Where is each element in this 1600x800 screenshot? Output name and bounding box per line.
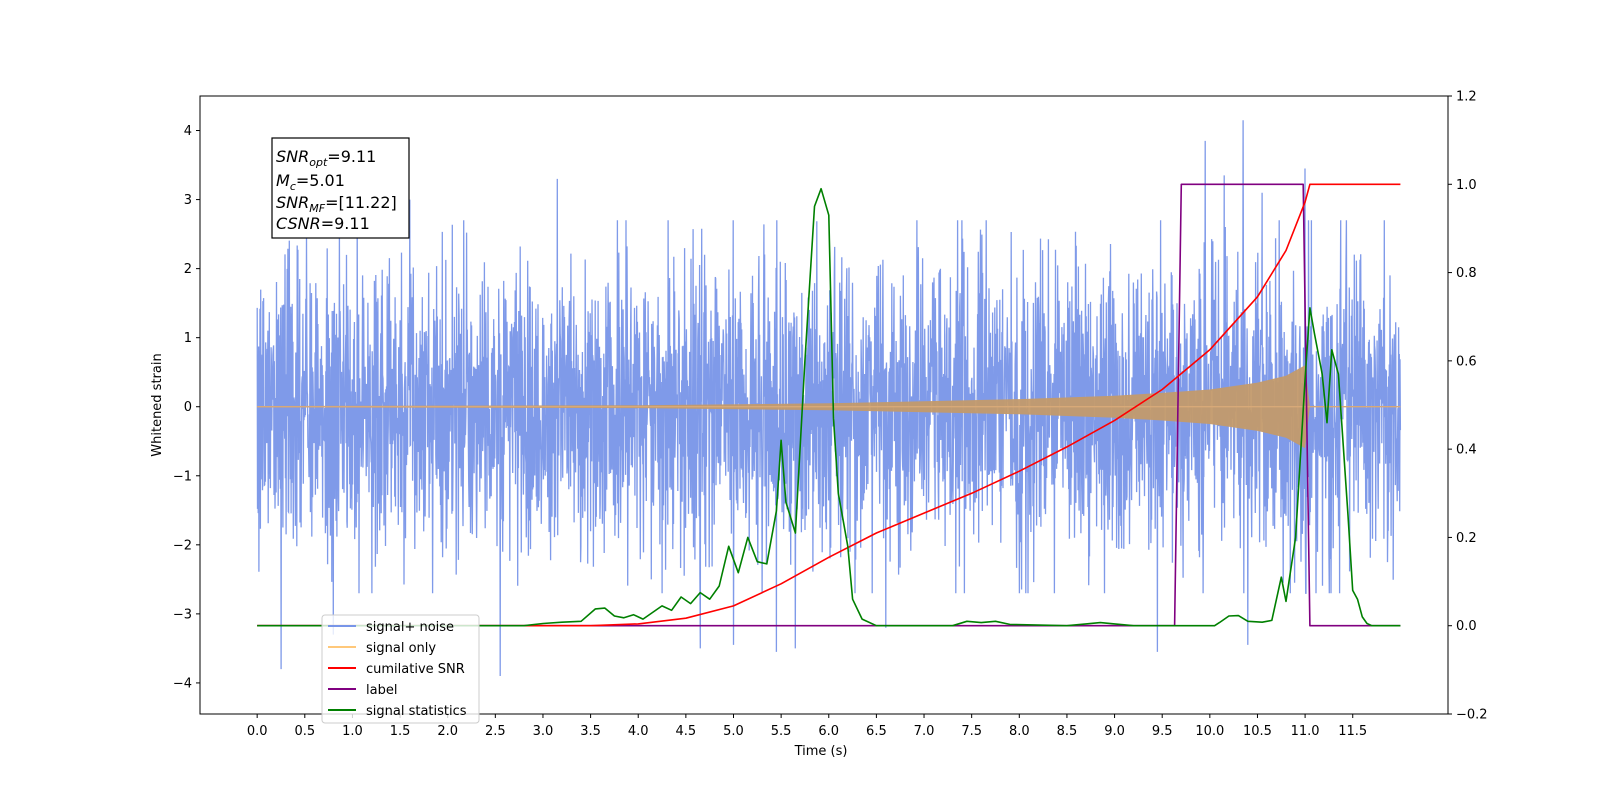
x-tick-label-6-5: 6.5 <box>866 724 887 739</box>
y-left-tick-label-3: 3 <box>184 193 192 208</box>
y-right-tick-label-0-2: −0.2 <box>1456 708 1488 723</box>
annotation-mc-sub: c <box>290 180 296 193</box>
x-tick-label-6-0: 6.0 <box>818 724 839 739</box>
annotation-box: SNRopt=9.11 Mc=5.01 SNRMF=[11.22] CSNR=9… <box>271 137 410 239</box>
x-tick-label-8-5: 8.5 <box>1057 724 1078 739</box>
annotation-line-mc: Mc=5.01 <box>276 171 345 193</box>
y-right-tick-label-0-6: 0.6 <box>1456 354 1477 369</box>
legend-frame <box>321 614 480 724</box>
x-tick-label-9-0: 9.0 <box>1104 724 1125 739</box>
x-tick-label-0-0: 0.0 <box>247 724 268 739</box>
x-tick-label-0-5: 0.5 <box>294 724 315 739</box>
x-tick-label-2-0: 2.0 <box>437 724 458 739</box>
y-right-tick-label-1-0: 1.0 <box>1456 178 1477 193</box>
x-tick-label-8-0: 8.0 <box>1009 724 1030 739</box>
x-tick-label-11-5: 11.5 <box>1338 724 1367 739</box>
annotation-snr-opt-sub: opt <box>309 156 328 169</box>
y-left-tick-label-2: −2 <box>173 538 192 553</box>
y-left-tick-label-4: 4 <box>184 124 192 139</box>
annotation-line-snr-mf: SNRMF=[11.22] <box>276 193 397 215</box>
y-right-tick-label-0-8: 0.8 <box>1456 266 1477 281</box>
annotation-frame <box>271 137 410 239</box>
legend: signal+ noise signal only cumilative SNR… <box>321 614 480 724</box>
plot-area <box>256 120 1402 677</box>
annotation-mc-base: M <box>276 171 290 190</box>
y-left-tick-label-4: −4 <box>173 676 192 691</box>
x-tick-label-4-0: 4.0 <box>628 724 649 739</box>
x-tick-label-1-0: 1.0 <box>342 724 363 739</box>
y-left-tick-label-0: 0 <box>184 400 192 415</box>
x-tick-label-5-0: 5.0 <box>723 724 744 739</box>
plot-frame <box>199 95 1449 715</box>
y-left-tick-label-2: 2 <box>184 262 192 277</box>
x-tick-label-10-0: 10.0 <box>1195 724 1224 739</box>
signal-only-series <box>257 365 1401 449</box>
x-tick-label-7-5: 7.5 <box>961 724 982 739</box>
annotation-csnr-value: =9.11 <box>321 214 370 233</box>
y-right-tick-label-0-4: 0.4 <box>1456 443 1477 458</box>
annotation-csnr-base: CSNR <box>276 214 321 233</box>
x-tick-label-5-5: 5.5 <box>771 724 792 739</box>
x-tick-label-1-5: 1.5 <box>390 724 411 739</box>
axes: 0.0 0.5 1.0 1.5 2.0 2.5 3.0 3.5 4.0 4.5 5.0 5.5 6.0 6… <box>173 90 1488 740</box>
x-tick-label-10-5: 10.5 <box>1243 724 1272 739</box>
x-tick-label-7-0: 7.0 <box>914 724 935 739</box>
y-axis-title-left: Whitened strain <box>150 353 165 456</box>
legend-label-label: label <box>366 683 397 698</box>
legend-label-signal-noise: signal+ noise <box>366 620 454 635</box>
annotation-snr-mf-base: SNR <box>276 193 309 212</box>
x-axis-title: Time (s) <box>794 744 848 759</box>
x-tick-label-3-0: 3.0 <box>533 724 554 739</box>
label-line <box>257 183 1401 627</box>
annotation-line-csnr: CSNR=9.11 <box>276 214 370 233</box>
legend-label-signal-only: signal only <box>366 641 436 656</box>
y-right-tick-label-0-2: 0.2 <box>1456 531 1477 546</box>
x-tick-label-3-5: 3.5 <box>580 724 601 739</box>
x-tick-label-2-5: 2.5 <box>485 724 506 739</box>
y-right-tick-label-0-0: 0.0 <box>1456 619 1477 634</box>
annotation-snr-opt-value: =9.11 <box>327 147 376 166</box>
y-left-tick-label-3: −3 <box>173 607 192 622</box>
annotation-mc-value: =5.01 <box>296 171 345 190</box>
x-tick-label-9-5: 9.5 <box>1152 724 1173 739</box>
annotation-snr-opt-base: SNR <box>276 147 309 166</box>
y-left-tick-label-1: −1 <box>173 469 192 484</box>
legend-label-signal-statistics: signal statistics <box>366 704 467 719</box>
x-tick-label-4-5: 4.5 <box>676 724 697 739</box>
y-left-tick-label-1: 1 <box>184 331 192 346</box>
cumilative-snr-line <box>257 183 1401 627</box>
annotation-line-snr-opt: SNRopt=9.11 <box>276 147 376 169</box>
signal-statistics-line <box>257 187 1401 627</box>
y-right-tick-label-1-2: 1.2 <box>1456 90 1477 105</box>
right-axis-series <box>257 183 1401 627</box>
annotation-snr-mf-value: =[11.22] <box>325 193 397 212</box>
legend-label-cumilative-snr: cumilative SNR <box>366 662 465 677</box>
annotation-snr-mf-sub: MF <box>309 202 325 215</box>
x-tick-label-11-0: 11.0 <box>1291 724 1320 739</box>
